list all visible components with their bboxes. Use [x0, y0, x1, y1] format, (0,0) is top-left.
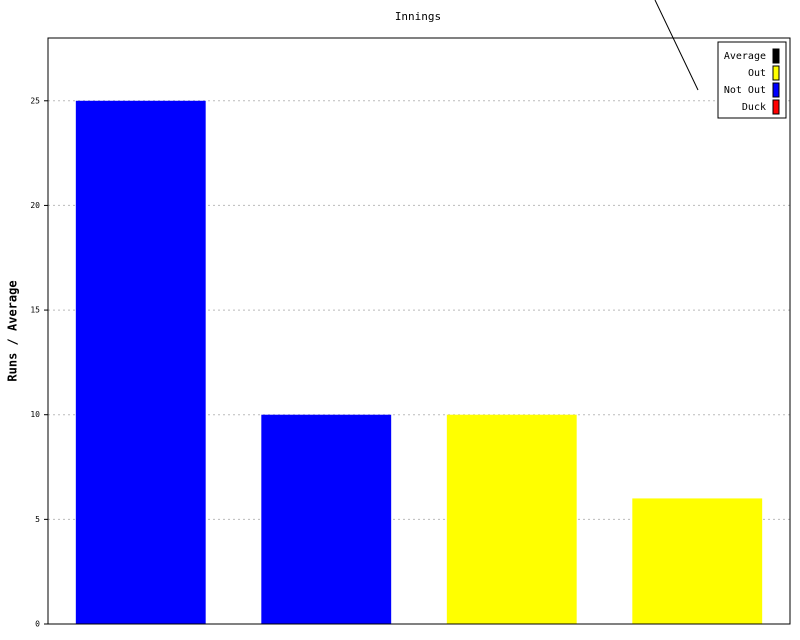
y-tick-label: 5	[35, 515, 40, 524]
bar	[75, 100, 206, 625]
legend-swatch	[772, 99, 780, 115]
legend: Average Out Not Out Duck	[717, 41, 787, 119]
plot-frame	[47, 37, 791, 625]
bar	[446, 414, 577, 624]
y-tick-label: 10	[30, 410, 40, 419]
legend-label: Not Out	[724, 85, 766, 96]
legend-label: Average	[724, 51, 766, 62]
y-tick-label: 20	[30, 201, 40, 210]
legend-swatch	[772, 65, 780, 81]
legend-swatch	[772, 48, 780, 64]
legend-label: Out	[748, 68, 766, 79]
y-tick-label: 0	[35, 620, 40, 629]
y-tick-label: 25	[30, 96, 40, 105]
legend-swatch	[772, 82, 780, 98]
chart-title: Innings	[395, 10, 441, 23]
y-tick-label: 15	[30, 306, 40, 315]
average-line	[654, 0, 699, 91]
legend-label: Duck	[742, 102, 766, 113]
bars	[75, 100, 763, 625]
y-axis-label: Runs / Average	[6, 280, 20, 381]
bar	[632, 498, 763, 624]
bar	[261, 414, 392, 624]
